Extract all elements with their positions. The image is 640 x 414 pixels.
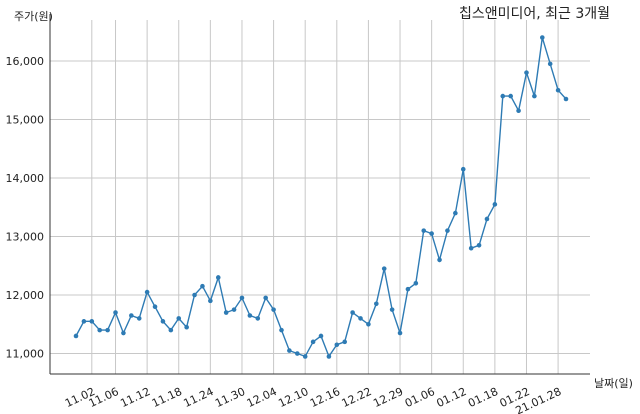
data-point xyxy=(334,342,340,348)
data-point xyxy=(563,96,569,102)
data-point xyxy=(445,228,450,233)
data-point xyxy=(318,333,324,339)
y-axis-label: 주가(원) xyxy=(14,10,53,23)
data-point xyxy=(176,316,182,321)
data-point xyxy=(255,316,261,321)
data-point xyxy=(129,313,134,318)
data-point xyxy=(429,231,434,236)
y-tick-label: 16,000 xyxy=(6,55,45,68)
data-point xyxy=(294,351,300,356)
x-tick-label: 11.30 xyxy=(213,385,247,410)
data-point xyxy=(310,339,316,345)
axes xyxy=(49,14,590,375)
data-point xyxy=(342,339,348,345)
data-point xyxy=(89,319,95,324)
data-point xyxy=(405,286,411,292)
x-tick-label: 11.18 xyxy=(150,385,184,410)
data-point xyxy=(231,307,237,312)
data-point xyxy=(453,210,458,216)
data-point xyxy=(421,228,427,233)
grid-lines xyxy=(50,20,590,374)
series-price xyxy=(73,35,569,359)
data-point xyxy=(460,166,466,172)
data-point xyxy=(223,310,229,315)
data-point xyxy=(547,61,553,67)
y-tick-label: 11,000 xyxy=(6,348,45,361)
data-point xyxy=(192,292,197,298)
data-point xyxy=(160,319,166,324)
x-tick-label: 12.10 xyxy=(276,385,310,410)
x-tick-label: 12.16 xyxy=(308,385,342,410)
y-tick-label: 14,000 xyxy=(6,172,45,185)
data-point xyxy=(389,307,395,312)
data-point xyxy=(326,354,332,359)
data-point xyxy=(121,330,126,336)
data-point xyxy=(113,310,118,315)
data-point xyxy=(366,321,371,327)
data-point xyxy=(302,354,308,359)
x-axis-label: 날짜(일) xyxy=(594,377,633,390)
data-point xyxy=(516,108,521,113)
data-point xyxy=(239,295,245,301)
data-point xyxy=(508,93,513,99)
data-point xyxy=(358,316,363,321)
data-point xyxy=(539,35,545,40)
data-point xyxy=(484,216,490,222)
data-point xyxy=(492,202,498,207)
data-point xyxy=(524,70,529,75)
y-tick-label: 12,000 xyxy=(6,289,45,302)
y-tick-labels: 11,000 12,000 13,000 14,000 15,000 16,000 xyxy=(6,55,45,361)
data-point xyxy=(437,257,442,263)
data-point xyxy=(105,327,110,333)
data-point xyxy=(374,301,379,307)
data-point xyxy=(413,281,419,286)
x-tick-label: 12.22 xyxy=(340,385,374,410)
x-tick-label: 12.29 xyxy=(371,385,405,410)
data-point xyxy=(168,327,174,333)
x-tick-label: 12.04 xyxy=(245,385,279,410)
data-point xyxy=(200,283,205,289)
x-tick-label: 01.12 xyxy=(434,385,468,410)
data-point xyxy=(271,307,276,312)
data-point xyxy=(73,333,79,339)
data-point xyxy=(208,298,213,304)
data-point xyxy=(350,310,355,315)
y-tick-label: 15,000 xyxy=(6,113,45,126)
x-tick-labels: 11.0211.0611.1211.1811.2411.3012.0412.10… xyxy=(63,385,563,414)
data-point xyxy=(144,289,150,295)
x-tick-label: 01.06 xyxy=(403,385,437,410)
data-point xyxy=(81,319,87,324)
data-point xyxy=(500,93,506,99)
data-point xyxy=(136,316,142,321)
data-point xyxy=(184,324,189,330)
y-tick-label: 13,000 xyxy=(6,230,45,243)
series-line xyxy=(75,37,567,358)
data-point xyxy=(97,327,103,333)
x-tick-label: 11.24 xyxy=(182,385,216,410)
data-point xyxy=(397,330,403,336)
data-point xyxy=(468,245,474,251)
data-point xyxy=(381,266,387,271)
data-point xyxy=(263,295,268,301)
x-tick-label: 01.18 xyxy=(466,385,500,410)
data-point xyxy=(247,313,253,318)
data-point xyxy=(215,275,221,280)
chart-title: 칩스앤미디어, 최근 3개월 xyxy=(458,6,610,22)
data-point xyxy=(152,304,158,310)
data-point xyxy=(532,93,537,99)
data-point xyxy=(555,87,561,93)
data-point xyxy=(287,348,292,353)
x-tick-label: 11.12 xyxy=(118,385,152,410)
data-point xyxy=(476,242,482,248)
data-point xyxy=(279,327,284,333)
